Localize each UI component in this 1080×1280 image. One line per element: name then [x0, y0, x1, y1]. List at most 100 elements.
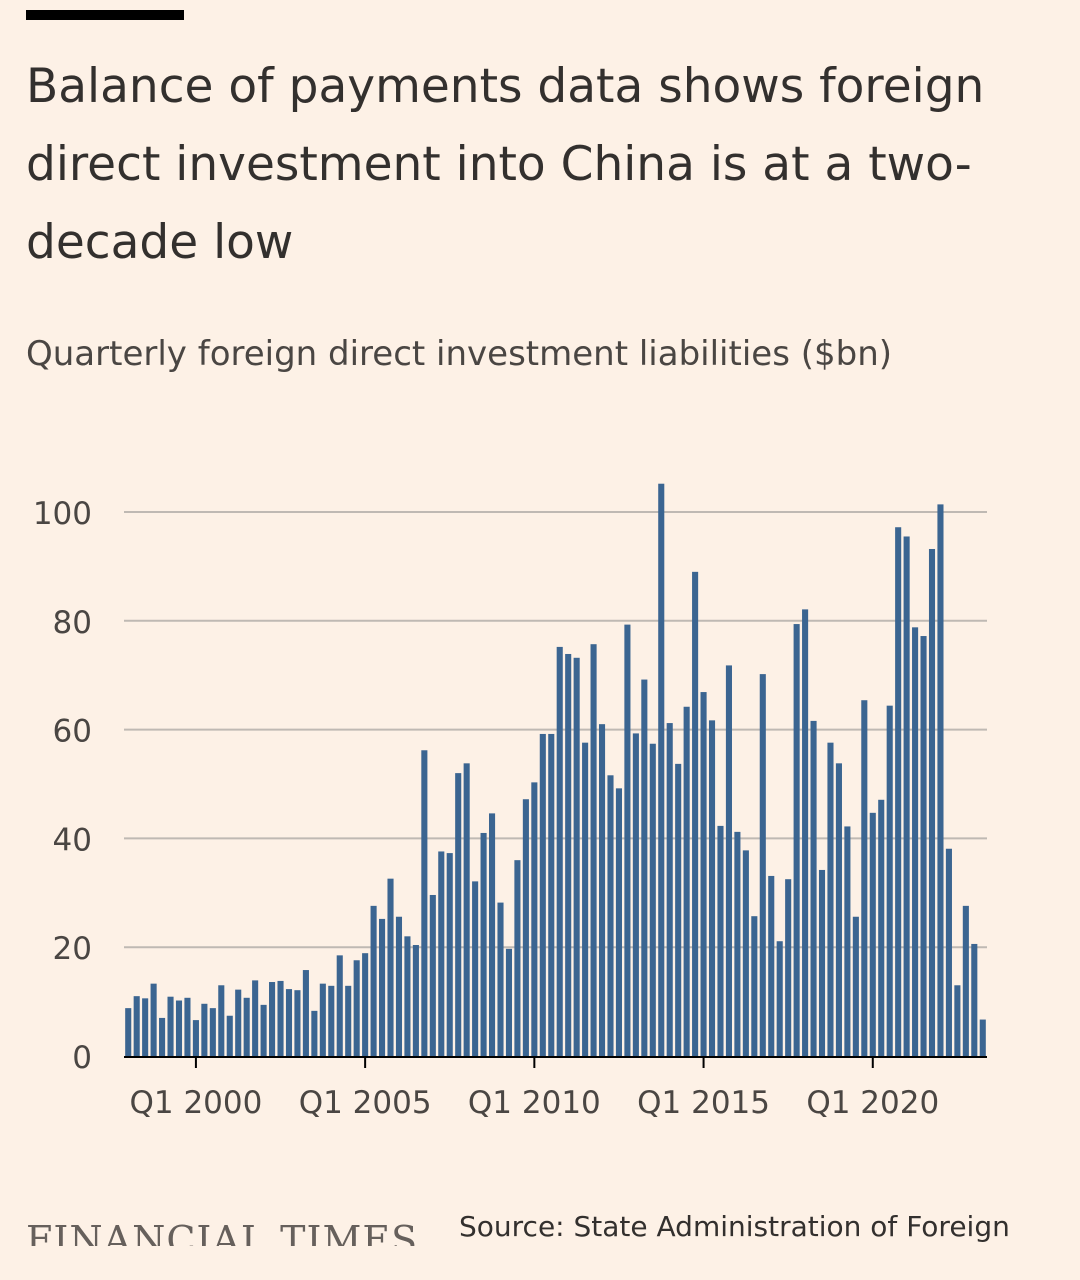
bar: [979, 1019, 986, 1056]
bar: [294, 990, 301, 1056]
x-tick-label: Q1 2000: [129, 1085, 262, 1121]
x-tick-label: Q1 2020: [806, 1085, 939, 1121]
bar: [835, 763, 842, 1056]
bar: [641, 679, 648, 1056]
y-tick-label-60: 60: [53, 714, 92, 750]
bar: [928, 548, 936, 1056]
bar: [556, 646, 563, 1056]
bar: [252, 980, 259, 1056]
bar: [962, 905, 969, 1056]
bar: [971, 943, 978, 1056]
bar: [954, 985, 961, 1056]
bar: [937, 504, 944, 1056]
bar: [632, 733, 639, 1056]
bar: [844, 826, 851, 1056]
bar: [159, 1017, 166, 1056]
bar: [683, 706, 690, 1056]
bar: [912, 627, 919, 1056]
bar: [920, 636, 927, 1056]
bar: [497, 902, 504, 1056]
bar: [903, 536, 910, 1056]
bar: [810, 720, 817, 1056]
bar: [412, 945, 419, 1056]
bar: [370, 905, 377, 1056]
bar: [565, 653, 572, 1056]
bar: [522, 799, 529, 1056]
bar: [353, 960, 360, 1056]
x-tick-label: Q1 2010: [468, 1085, 601, 1121]
bar: [319, 983, 326, 1056]
bar: [945, 848, 952, 1056]
bar: [878, 799, 885, 1056]
bar: [548, 733, 555, 1056]
y-tick-label-80: 80: [53, 605, 92, 641]
bar: [827, 742, 834, 1056]
bar: [624, 624, 631, 1056]
bar: [192, 1020, 199, 1056]
x-tick-label: Q1 2015: [637, 1085, 770, 1121]
bar: [125, 1008, 132, 1056]
bar: [311, 1010, 318, 1056]
bar: [243, 997, 250, 1056]
bar: [226, 1015, 233, 1056]
top-rule: [26, 10, 184, 20]
bar: [751, 916, 758, 1056]
y-tick-label-0: 0: [72, 1040, 92, 1076]
bar: [218, 985, 225, 1056]
y-tick-label-100: 100: [33, 496, 92, 532]
bar: [734, 831, 741, 1056]
ft-logo: FINANCIAL TIMES: [26, 1218, 419, 1246]
bar: [607, 775, 614, 1056]
bar: [886, 705, 893, 1056]
bar: [793, 624, 800, 1056]
bar: [725, 665, 732, 1056]
bar: [472, 881, 479, 1056]
x-tick-label: Q1 2005: [299, 1085, 432, 1121]
bar: [869, 812, 876, 1056]
bar: [235, 989, 242, 1056]
bar: [336, 955, 343, 1056]
bar: [742, 850, 749, 1056]
bar: [285, 989, 293, 1056]
bar: [184, 997, 191, 1056]
bar: [480, 832, 487, 1056]
bar: [649, 743, 656, 1056]
bar: [362, 953, 369, 1056]
bar: [438, 851, 445, 1056]
bar: [209, 1008, 216, 1056]
bar: [429, 894, 436, 1056]
bar: [175, 1000, 183, 1056]
bar: [505, 948, 513, 1056]
chart-subtitle: Quarterly foreign direct investment liab…: [26, 334, 893, 374]
bar: [692, 571, 699, 1056]
bar: [785, 879, 792, 1056]
bar: [514, 860, 521, 1056]
bar: [895, 527, 902, 1056]
bar: [658, 483, 665, 1057]
bar: [802, 609, 809, 1056]
bar-series: [125, 483, 986, 1057]
bar: [150, 983, 157, 1056]
bar: [167, 996, 174, 1056]
bar: [700, 692, 707, 1056]
y-axis-labels: 0 20 40 60 80 100: [33, 496, 92, 1076]
y-tick-label-20: 20: [53, 931, 92, 967]
bar: [598, 724, 606, 1056]
bar: [345, 985, 352, 1056]
bar: [590, 644, 597, 1056]
bar: [531, 782, 538, 1056]
bar: [675, 763, 682, 1056]
bar: [582, 742, 589, 1056]
bar: [852, 916, 859, 1056]
bar: [463, 763, 470, 1056]
x-axis-labels: Q1 2000 Q1 2005 Q1 2010 Q1 2015 Q1 2020: [129, 1058, 939, 1121]
bar: [615, 788, 622, 1056]
bar: [861, 700, 868, 1056]
bar: [404, 936, 411, 1056]
bar: [142, 998, 149, 1056]
bar: [387, 878, 394, 1056]
bar: [395, 916, 403, 1056]
bar: [573, 657, 580, 1056]
grid-layer: [124, 511, 987, 1058]
bar: [133, 996, 140, 1056]
